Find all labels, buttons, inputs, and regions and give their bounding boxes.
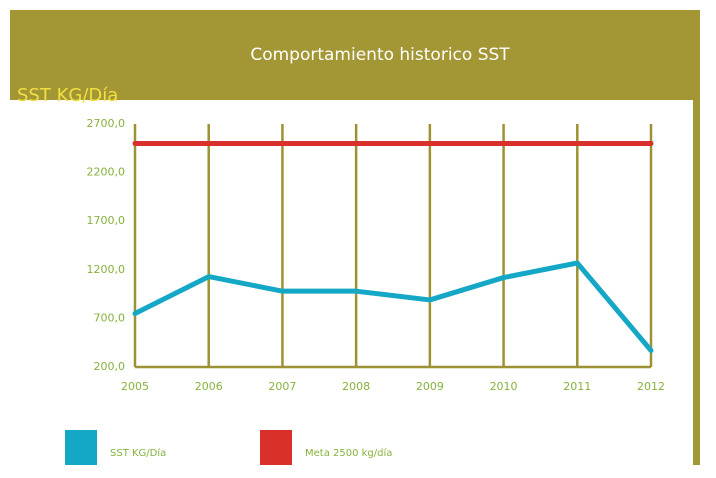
x-tick-label: 2007 <box>268 380 296 393</box>
x-tick-label: 2009 <box>416 380 444 393</box>
chart-title: Comportamiento historico SST <box>250 45 510 65</box>
x-tick-label: 2008 <box>342 380 370 393</box>
title-banner <box>10 10 700 100</box>
legend-swatch <box>65 430 97 465</box>
x-tick-label: 2005 <box>121 380 149 393</box>
y-tick-label: 700,0 <box>94 311 126 324</box>
legend-swatch <box>260 430 292 465</box>
y-tick-label: 2200,0 <box>87 166 126 179</box>
right-border <box>693 100 700 465</box>
legend-label: SST KG/Día <box>110 447 166 459</box>
y-tick-label: 1700,0 <box>87 214 126 227</box>
y-tick-label: 1200,0 <box>87 263 126 276</box>
series-line <box>132 260 654 353</box>
x-tick-label: 2010 <box>490 380 518 393</box>
x-tick-label: 2012 <box>637 380 665 393</box>
legend-label: Meta 2500 kg/día <box>305 447 392 459</box>
x-tick-label: 2006 <box>195 380 223 393</box>
y-tick-label: 200,0 <box>94 360 126 373</box>
y-axis-label: SST KG/Día <box>17 85 118 106</box>
y-tick-label: 2700,0 <box>87 117 126 130</box>
x-tick-label: 2011 <box>563 380 591 393</box>
